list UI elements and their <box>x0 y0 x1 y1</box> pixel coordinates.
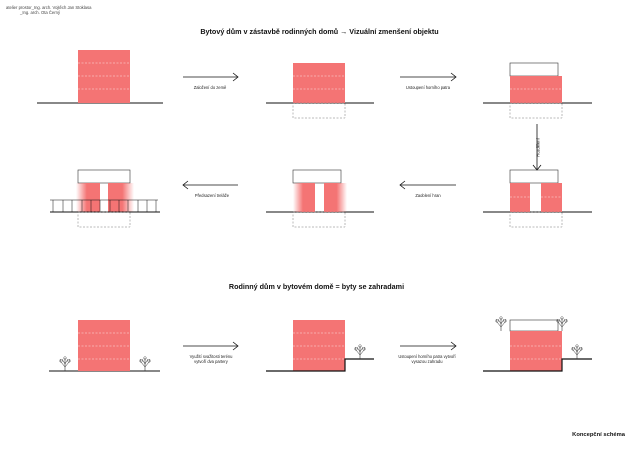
stage-gardens-setback <box>483 316 592 372</box>
step-label-garden: Ustoupení horního patra vytvoří vysazou … <box>392 354 462 364</box>
stage-softened-edges <box>266 169 374 228</box>
stage-trellis <box>50 169 160 228</box>
stage-gardens-original <box>49 320 160 372</box>
stage-setback-upper-floor <box>483 62 592 119</box>
tree-icon <box>495 316 507 332</box>
arrow-step-4 <box>399 180 456 190</box>
atelier-line-2: _Ing. arch. Ota Černý <box>20 10 61 16</box>
arrow-step-6 <box>183 341 239 351</box>
step-label-upper-setback: Ustoupení horního patra <box>405 85 451 90</box>
atelier-credits: atelier prostor_Ing. arch. Vojtěch Jan S… <box>6 5 91 15</box>
stage-gardens-slope <box>266 320 374 372</box>
step-label-slope-line-2: vytvoří dva partery <box>194 359 228 364</box>
arrow-step-5 <box>182 180 238 190</box>
step-label-trellis: Předsazení treláže <box>194 193 230 198</box>
stage-original-building <box>37 50 163 104</box>
tree-icon <box>139 356 151 372</box>
step-label-sinking: Založení do země <box>193 85 227 90</box>
arrow-step-1 <box>183 72 239 82</box>
arrow-step-7 <box>400 341 457 351</box>
stage-split <box>483 169 592 228</box>
step-label-garden-line-2: vysazou zahradu <box>411 359 443 364</box>
step-label-slope-line-1: Využití svažitosti terénu <box>189 354 233 359</box>
section-title-visual-reduction: Bytový dům v zástavbě rodinných domů → V… <box>200 27 439 36</box>
footer-label: Koncepční schéma <box>572 432 625 438</box>
atelier-line-1: atelier prostor_Ing. arch. Vojtěch Jan S… <box>6 5 92 10</box>
step-label-slope: Využití svažitosti terénu vytvoří dva pa… <box>181 354 241 364</box>
tree-icon <box>571 344 583 360</box>
section-title-gardens: Rodinný dům v bytovém domě = byty se zah… <box>228 282 405 291</box>
step-label-rounded-edges: Zaoblení hran <box>415 193 441 198</box>
step-label-split: Rozdělení <box>535 138 541 157</box>
step-label-garden-line-1: Ustoupení horního patra vytvoří <box>398 354 456 359</box>
arrow-step-2 <box>400 72 457 82</box>
tree-icon <box>354 344 366 360</box>
stage-sunk-building <box>266 63 374 119</box>
tree-icon <box>59 356 71 372</box>
